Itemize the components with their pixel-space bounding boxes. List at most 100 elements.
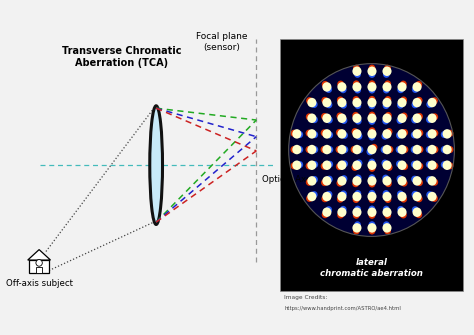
Circle shape	[412, 145, 421, 154]
Circle shape	[306, 195, 313, 202]
Circle shape	[383, 67, 392, 76]
Circle shape	[355, 175, 362, 182]
Circle shape	[367, 223, 376, 232]
Circle shape	[428, 98, 437, 107]
Circle shape	[401, 113, 408, 120]
Circle shape	[369, 196, 375, 203]
Circle shape	[367, 82, 376, 92]
Circle shape	[400, 81, 407, 88]
Circle shape	[340, 190, 347, 198]
Circle shape	[296, 146, 303, 153]
Circle shape	[353, 65, 360, 72]
Circle shape	[383, 71, 390, 78]
Circle shape	[426, 131, 433, 138]
Circle shape	[412, 114, 421, 123]
Circle shape	[311, 116, 318, 123]
Circle shape	[311, 161, 318, 168]
Circle shape	[311, 101, 318, 108]
Circle shape	[384, 196, 392, 203]
Circle shape	[383, 129, 392, 139]
Circle shape	[428, 129, 437, 139]
Circle shape	[307, 129, 317, 139]
Circle shape	[322, 207, 331, 217]
Circle shape	[397, 86, 404, 93]
Circle shape	[411, 131, 418, 138]
Circle shape	[321, 162, 328, 170]
Circle shape	[441, 161, 447, 168]
Circle shape	[367, 129, 376, 139]
Circle shape	[325, 86, 332, 93]
Circle shape	[326, 101, 332, 108]
Circle shape	[443, 160, 452, 170]
Circle shape	[307, 176, 317, 186]
Circle shape	[383, 207, 392, 217]
Circle shape	[383, 98, 392, 107]
Circle shape	[341, 175, 347, 182]
Circle shape	[326, 131, 333, 138]
Circle shape	[369, 206, 375, 213]
Circle shape	[397, 190, 404, 198]
Circle shape	[306, 146, 312, 153]
Circle shape	[306, 113, 313, 120]
Circle shape	[412, 207, 421, 217]
Circle shape	[369, 221, 375, 228]
Circle shape	[337, 160, 346, 170]
Circle shape	[322, 129, 331, 139]
Circle shape	[352, 129, 362, 139]
Circle shape	[416, 113, 423, 120]
Circle shape	[368, 133, 375, 141]
Circle shape	[355, 190, 361, 197]
Text: Transverse Chromatic
Aberration (TCA): Transverse Chromatic Aberration (TCA)	[62, 47, 182, 68]
Circle shape	[352, 98, 362, 107]
Circle shape	[412, 86, 419, 93]
Circle shape	[289, 64, 455, 237]
Circle shape	[307, 114, 317, 123]
Text: lateral
chromatic aberration: lateral chromatic aberration	[320, 258, 423, 278]
Circle shape	[367, 114, 376, 123]
Circle shape	[352, 114, 362, 123]
Circle shape	[396, 160, 403, 168]
Circle shape	[366, 148, 374, 155]
Circle shape	[396, 132, 403, 139]
Text: Optical Axes: Optical Axes	[262, 175, 316, 184]
Circle shape	[341, 132, 348, 139]
Circle shape	[412, 129, 421, 139]
Circle shape	[431, 195, 438, 202]
Circle shape	[353, 196, 359, 203]
Circle shape	[292, 145, 301, 154]
Circle shape	[431, 162, 438, 170]
Circle shape	[36, 260, 42, 266]
Polygon shape	[36, 267, 42, 273]
Circle shape	[367, 160, 376, 170]
Text: https://www.handprint.com/ASTRO/ae4.html: https://www.handprint.com/ASTRO/ae4.html	[284, 306, 401, 311]
Circle shape	[443, 145, 452, 154]
Circle shape	[369, 86, 375, 93]
Circle shape	[447, 162, 454, 170]
Circle shape	[441, 146, 447, 153]
Circle shape	[353, 227, 360, 234]
Circle shape	[411, 191, 419, 198]
Circle shape	[337, 96, 344, 104]
Circle shape	[337, 180, 343, 187]
Circle shape	[401, 180, 408, 187]
Circle shape	[326, 191, 332, 198]
Circle shape	[398, 82, 407, 92]
Circle shape	[447, 146, 454, 153]
Circle shape	[383, 223, 392, 232]
Circle shape	[396, 146, 402, 153]
Circle shape	[355, 118, 362, 125]
Circle shape	[322, 81, 328, 88]
Circle shape	[341, 146, 348, 153]
Circle shape	[369, 165, 375, 172]
Circle shape	[296, 161, 303, 168]
Circle shape	[340, 86, 346, 93]
Circle shape	[306, 97, 313, 104]
Circle shape	[401, 146, 409, 153]
Circle shape	[401, 163, 408, 170]
Circle shape	[412, 98, 421, 107]
Circle shape	[431, 97, 438, 104]
Circle shape	[337, 192, 346, 201]
Circle shape	[383, 86, 390, 93]
Circle shape	[387, 146, 393, 153]
Circle shape	[354, 86, 361, 93]
